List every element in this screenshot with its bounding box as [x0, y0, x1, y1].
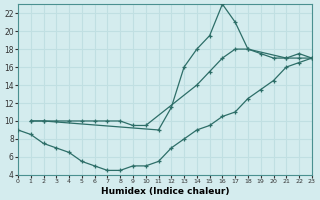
X-axis label: Humidex (Indice chaleur): Humidex (Indice chaleur) — [101, 187, 229, 196]
